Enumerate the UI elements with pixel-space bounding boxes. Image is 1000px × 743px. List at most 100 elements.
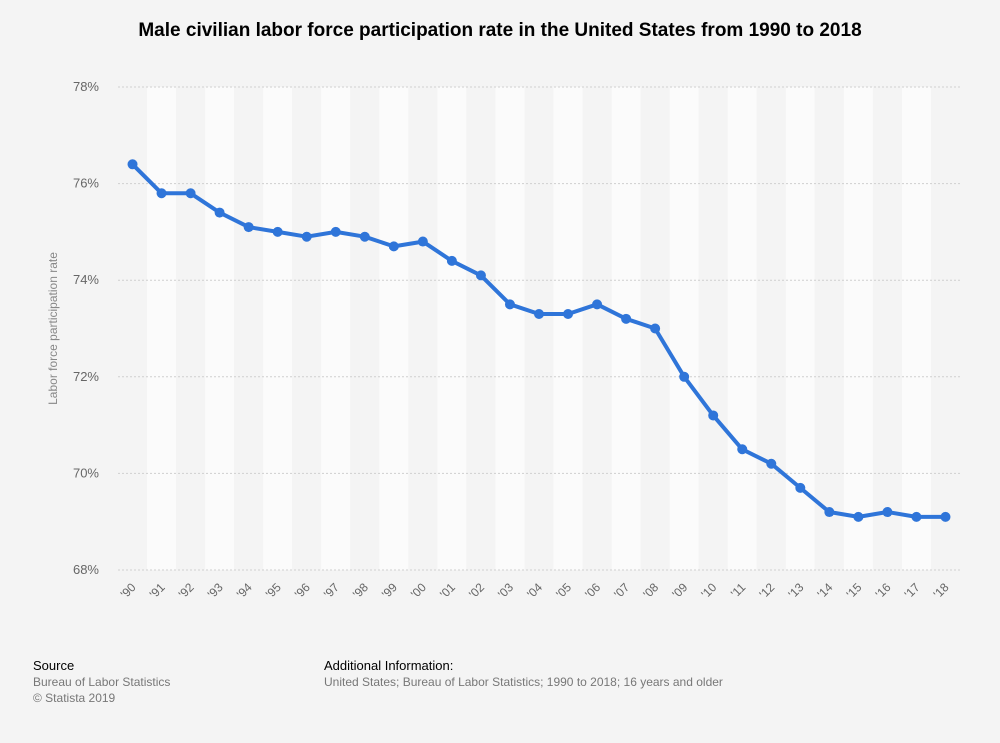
data-point[interactable]	[650, 323, 661, 334]
x-tick-label: '93	[205, 580, 226, 601]
x-tick-label: '08	[640, 580, 661, 601]
column-band	[698, 87, 728, 570]
column-band	[176, 87, 206, 570]
data-point[interactable]	[534, 309, 544, 320]
column-band	[205, 87, 235, 570]
data-point[interactable]	[679, 371, 690, 382]
column-band	[901, 87, 931, 570]
x-tick-label: '09	[669, 580, 690, 601]
data-point[interactable]	[388, 241, 399, 252]
data-point[interactable]	[940, 511, 951, 522]
x-tick-label: '97	[321, 580, 342, 601]
data-point[interactable]	[359, 231, 370, 242]
data-point[interactable]	[301, 231, 312, 242]
y-tick-label: 72%	[73, 369, 99, 384]
data-point[interactable]	[243, 222, 254, 233]
x-tick-label: '13	[785, 580, 806, 601]
column-band	[872, 87, 902, 570]
additional-info-block: Additional Information: United States; B…	[324, 658, 723, 690]
column-band	[524, 87, 554, 570]
copyright-line: © Statista 2019	[33, 691, 116, 705]
x-tick-label: '98	[350, 580, 371, 601]
column-band	[814, 87, 844, 570]
data-point[interactable]	[795, 482, 806, 493]
data-points	[127, 159, 951, 522]
column-band	[292, 87, 322, 570]
x-tick-label: '11	[728, 580, 749, 601]
x-tick-label: '02	[466, 580, 487, 601]
x-tick-label: '90	[118, 580, 139, 601]
column-band	[495, 87, 525, 570]
data-point[interactable]	[185, 188, 196, 199]
source-line[interactable]: Bureau of Labor Statistics	[33, 675, 171, 689]
x-axis-ticks: '90 '91 '92 '93 '94 '95 '96 '97 '98 '99 '00 '01 '02 '…	[118, 580, 952, 601]
y-tick-label: 76%	[73, 176, 99, 191]
data-point[interactable]	[708, 410, 719, 421]
x-tick-label: '18	[931, 580, 952, 601]
data-point[interactable]	[272, 226, 283, 237]
y-axis-title: Labor force participation rate	[46, 252, 60, 405]
x-tick-label: '12	[756, 580, 777, 601]
x-tick-label: '14	[815, 580, 836, 601]
x-tick-label: '07	[611, 580, 632, 601]
data-point[interactable]	[621, 313, 632, 324]
additional-info-heading: Additional Information:	[324, 658, 454, 673]
x-tick-label: '05	[553, 580, 574, 601]
column-band	[843, 87, 873, 570]
x-tick-label: '03	[495, 580, 516, 601]
column-band	[611, 87, 641, 570]
data-point[interactable]	[127, 159, 138, 170]
data-point[interactable]	[214, 207, 225, 218]
data-point[interactable]	[766, 458, 777, 469]
column-band	[669, 87, 699, 570]
data-point[interactable]	[475, 270, 486, 281]
column-band	[234, 87, 264, 570]
column-band	[408, 87, 438, 570]
chart-title: Male civilian labor force participation …	[138, 20, 862, 41]
source-block: Source Bureau of Labor Statistics © Stat…	[33, 658, 170, 706]
column-band	[147, 87, 177, 570]
source-heading: Source	[33, 658, 75, 673]
data-point[interactable]	[330, 226, 341, 237]
y-tick-label: 78%	[73, 79, 99, 94]
x-tick-label: '04	[524, 580, 545, 601]
x-tick-label: '17	[902, 580, 923, 601]
column-band	[350, 87, 380, 570]
data-point[interactable]	[156, 188, 167, 199]
y-tick-label: 70%	[73, 465, 99, 480]
data-point[interactable]	[737, 444, 748, 455]
gridlines	[118, 86, 960, 571]
data-point[interactable]	[853, 511, 864, 522]
x-tick-label: '10	[698, 580, 719, 601]
y-axis-ticks: 68% 70% 72% 74% 76% 78%	[73, 79, 99, 577]
column-band	[263, 87, 293, 570]
data-point[interactable]	[911, 511, 922, 522]
data-point[interactable]	[446, 255, 457, 266]
x-tick-label: '99	[379, 580, 400, 601]
data-point[interactable]	[824, 507, 835, 518]
column-band	[321, 87, 351, 570]
x-tick-label: '91	[147, 580, 168, 601]
column-band	[437, 87, 467, 570]
x-tick-label: '94	[234, 580, 255, 601]
column-band	[582, 87, 612, 570]
data-point[interactable]	[563, 309, 574, 320]
data-point[interactable]	[882, 507, 893, 518]
x-tick-label: '06	[582, 580, 603, 601]
x-tick-label: '00	[408, 580, 429, 601]
x-tick-label: '15	[844, 580, 865, 601]
x-tick-label: '01	[437, 580, 458, 601]
data-point[interactable]	[417, 236, 428, 247]
data-point[interactable]	[504, 299, 515, 310]
data-point[interactable]	[592, 299, 603, 310]
column-band	[379, 87, 409, 570]
x-tick-label: '96	[292, 580, 313, 601]
additional-info-text: United States; Bureau of Labor Statistic…	[324, 675, 723, 689]
column-band	[756, 87, 786, 570]
column-band	[466, 87, 496, 570]
column-band	[727, 87, 757, 570]
x-tick-label: '16	[873, 580, 894, 601]
y-tick-label: 68%	[73, 562, 99, 577]
column-bands	[118, 87, 960, 570]
